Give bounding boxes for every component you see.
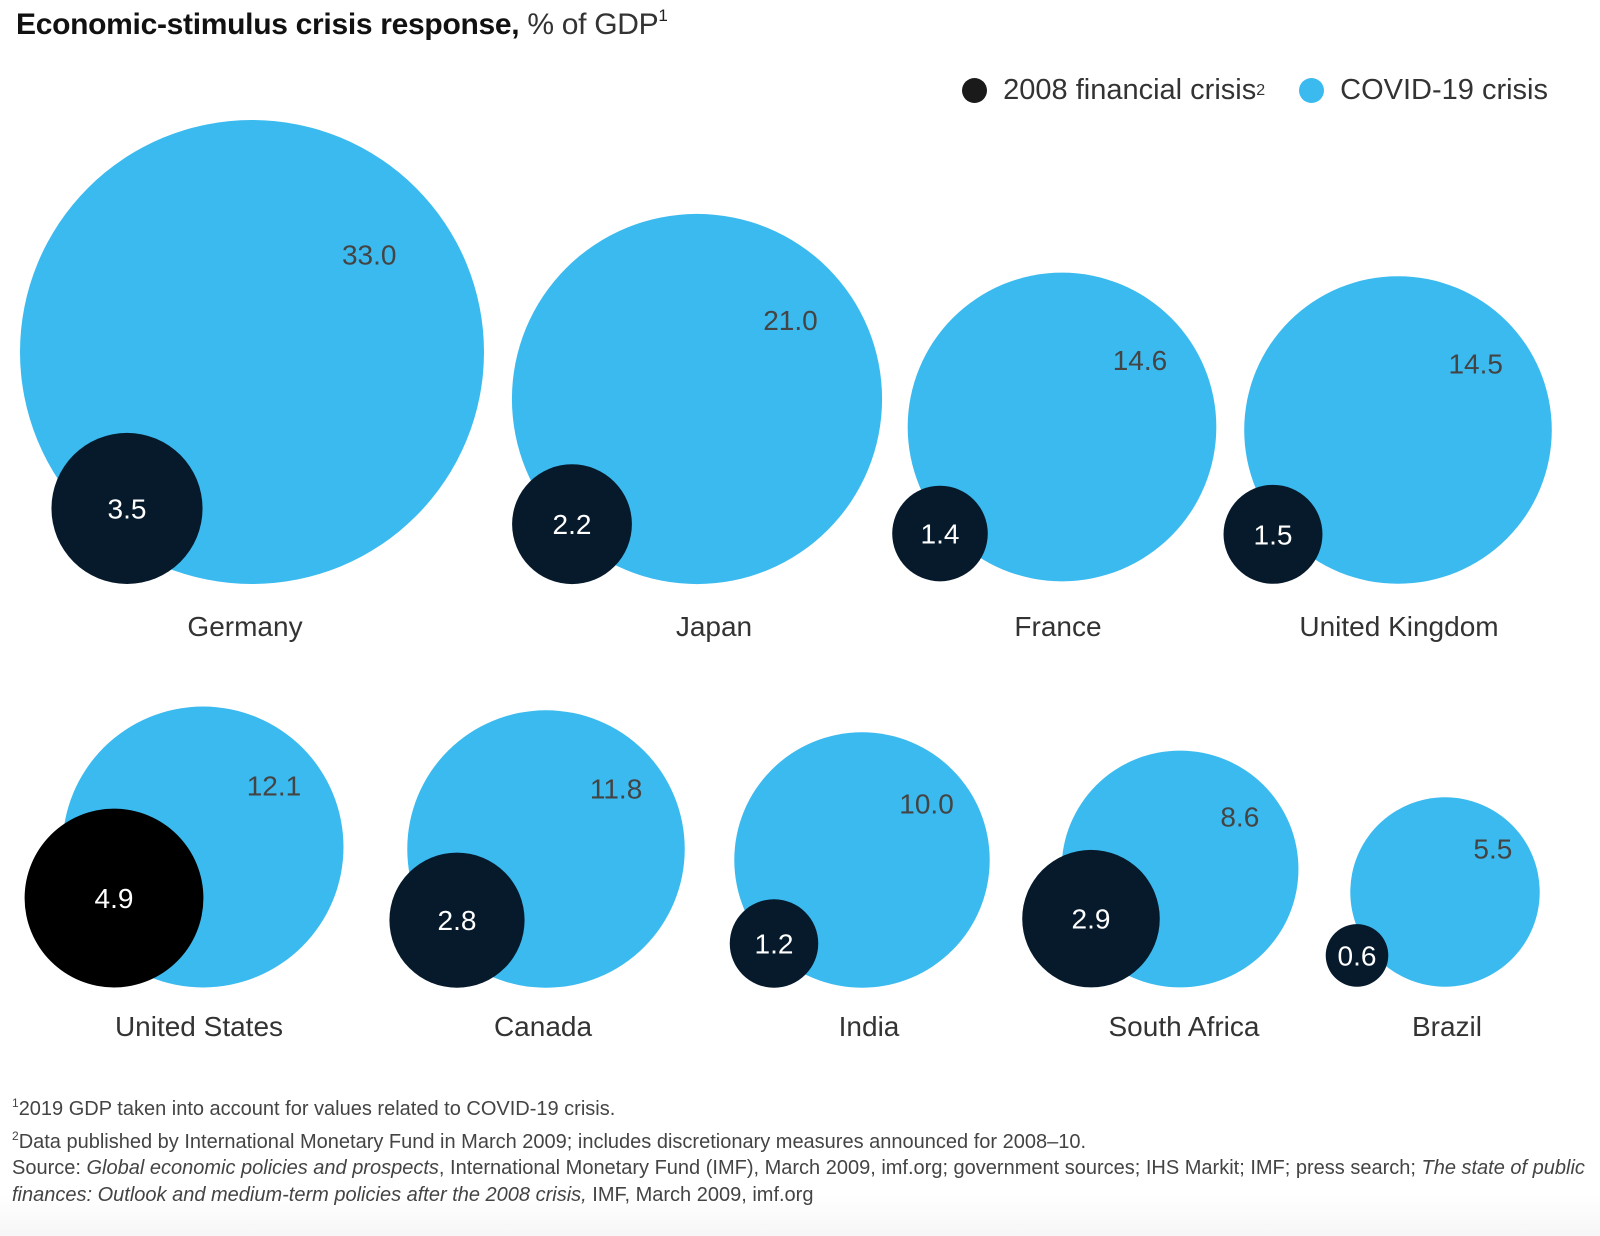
financial-crisis-bubble-brazil — [1325, 924, 1389, 987]
financial-crisis-bubble-india — [729, 899, 819, 988]
legend: 2008 financial crisis 2 COVID-19 crisis — [928, 74, 1548, 107]
covid-value-label-brazil: 5.5 — [1473, 834, 1512, 865]
footnote-2-marker: 2 — [12, 1128, 19, 1143]
legend-footnote-marker: 2 — [1256, 81, 1266, 99]
legend-swatch-2008 — [962, 78, 988, 103]
legend-item-2008: 2008 financial crisis 2 — [962, 74, 1265, 107]
footnote-2-text: Data published by International Monetary… — [18, 1130, 1087, 1153]
legend-label-2008: 2008 financial crisis — [1003, 74, 1257, 106]
covid-value-label-united-kingdom: 14.5 — [1448, 348, 1503, 379]
country-label-canada: Canada — [494, 1011, 593, 1042]
financial-crisis-bubble-france — [892, 485, 988, 582]
footnote-1-marker: 1 — [12, 1096, 19, 1110]
covid-bubble-france — [907, 272, 1217, 582]
legend-label-covid: COVID-19 crisis — [1340, 74, 1548, 106]
financial-crisis-bubble-united-states — [24, 808, 204, 988]
source-title-2: The state of public finances: Outlook an… — [12, 1157, 1585, 1206]
chart-title: Economic-stimulus crisis response, % of … — [16, 6, 668, 42]
financial-crisis-value-label-germany: 3.5 — [108, 493, 147, 524]
footnote-2: 2Data published by International Monetar… — [12, 1123, 1592, 1156]
source-note: Source: Global economic policies and pro… — [12, 1155, 1592, 1208]
financial-crisis-value-label-india: 1.2 — [755, 928, 794, 959]
country-label-japan: Japan — [676, 611, 752, 642]
financial-crisis-bubble-germany — [51, 432, 203, 584]
country-label-south-africa: South Africa — [1109, 1011, 1260, 1042]
financial-crisis-value-label-united-kingdom: 1.5 — [1254, 519, 1293, 550]
covid-value-label-india: 10.0 — [899, 789, 954, 820]
title-unit: % of GDP — [527, 8, 659, 41]
title-footnote-marker: 1 — [658, 6, 668, 25]
title-main: Economic-stimulus crisis response, — [16, 8, 520, 41]
source-prefix: Source: — [12, 1157, 87, 1179]
covid-bubble-united-kingdom — [1244, 276, 1552, 584]
country-label-united-states: United States — [115, 1011, 283, 1042]
footnote-1-text: 2019 GDP taken into account for values r… — [18, 1098, 616, 1120]
covid-value-label-germany: 33.0 — [342, 239, 397, 270]
footnotes: 12019 GDP taken into account for values … — [12, 1090, 1592, 1208]
financial-crisis-bubble-united-kingdom — [1223, 484, 1323, 584]
bubble-chart: 33.0 3.5 Germany 21.0 2.2 Japan 14.6 1.4 France 1… — [20, 120, 1552, 1042]
financial-crisis-bubble-south-africa — [1022, 849, 1160, 988]
country-label-india: India — [839, 1011, 900, 1042]
footnote-1: 12019 GDP taken into account for values … — [12, 1090, 1592, 1123]
legend-item-covid: COVID-19 crisis — [1299, 74, 1548, 107]
financial-crisis-value-label-france: 1.4 — [921, 519, 960, 550]
financial-crisis-value-label-south-africa: 2.9 — [1072, 904, 1111, 935]
legend-swatch-covid — [1299, 78, 1325, 103]
country-label-germany: Germany — [187, 611, 302, 642]
financial-crisis-value-label-united-states: 4.9 — [95, 883, 134, 914]
financial-crisis-value-label-canada: 2.8 — [438, 905, 477, 936]
country-label-brazil: Brazil — [1412, 1011, 1482, 1042]
source-mid: , International Monetary Fund (IMF), Mar… — [438, 1157, 1422, 1179]
financial-crisis-bubble-canada — [389, 852, 525, 988]
covid-value-label-united-states: 12.1 — [247, 771, 302, 802]
covid-value-label-canada: 11.8 — [590, 773, 642, 804]
financial-crisis-value-label-japan: 2.2 — [553, 509, 592, 540]
covid-value-label-france: 14.6 — [1113, 345, 1168, 376]
country-label-france: France — [1014, 611, 1101, 642]
source-title-1: Global economic policies and prospects — [86, 1157, 439, 1179]
source-end: IMF, March 2009, imf.org — [586, 1183, 814, 1206]
covid-bubble-brazil — [1350, 797, 1540, 987]
country-label-united-kingdom: United Kingdom — [1299, 611, 1498, 642]
covid-value-label-south-africa: 8.6 — [1220, 801, 1259, 832]
financial-crisis-value-label-brazil: 0.6 — [1338, 940, 1377, 971]
financial-crisis-bubble-japan — [512, 464, 632, 585]
covid-value-label-japan: 21.0 — [763, 305, 818, 336]
